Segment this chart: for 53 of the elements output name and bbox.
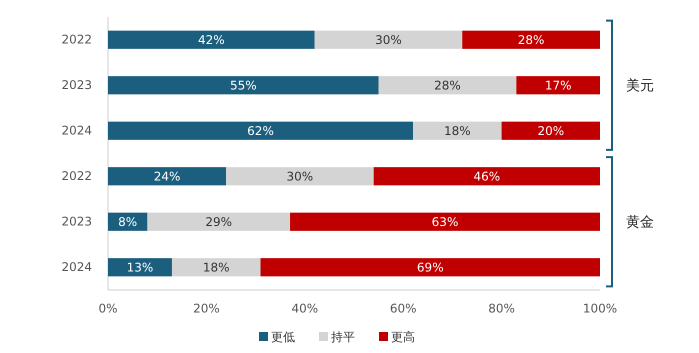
data-label: 42% <box>198 32 225 47</box>
y-tick-label: 2024 <box>61 260 92 274</box>
x-tick-label: 80% <box>488 302 515 316</box>
text: 黄金 <box>626 214 654 231</box>
x-tick-label: 20% <box>193 302 220 316</box>
data-label: 13% <box>126 260 154 274</box>
data-label: 55% <box>230 78 257 92</box>
data-label: 18% <box>444 124 471 138</box>
bar <box>516 76 600 94</box>
x-tick-label: 60% <box>390 302 417 316</box>
data-label: 69% <box>416 260 444 274</box>
bar <box>108 30 315 49</box>
bar <box>108 212 148 231</box>
data-label: 17% <box>544 78 572 92</box>
data-label: 18% <box>202 260 230 274</box>
y-tick-label: 2022 <box>61 169 92 184</box>
data-label: 28% <box>518 32 544 47</box>
data-label: 46% <box>474 169 500 184</box>
data-label: 62% <box>247 124 274 138</box>
x-tick-label: 100% <box>582 302 618 316</box>
bar <box>378 76 516 94</box>
data-label: 29% <box>205 214 232 229</box>
x-tick-label: 0% <box>98 302 118 316</box>
data-label: 30% <box>286 169 314 184</box>
bar <box>108 76 379 94</box>
x-tick-label: 40% <box>291 302 318 316</box>
data-label: 8% <box>118 214 138 229</box>
data-label: 24% <box>154 169 180 184</box>
bar <box>290 212 600 231</box>
legend-label: 更低 <box>271 330 295 344</box>
text: 美元 <box>626 78 654 94</box>
bar <box>226 167 374 186</box>
bar <box>172 258 261 276</box>
y-tick-label: 2023 <box>61 78 92 92</box>
y-tick-label: 2022 <box>61 32 92 47</box>
bar <box>502 122 600 140</box>
bar <box>314 30 462 49</box>
bar <box>413 122 502 140</box>
bar <box>462 30 600 49</box>
data-label: 20% <box>537 124 564 138</box>
bar <box>147 212 290 231</box>
y-tick-label: 2024 <box>61 124 92 138</box>
bar <box>260 258 600 276</box>
y-tick-label: 2023 <box>61 214 92 229</box>
legend-label: 持平 <box>331 330 355 344</box>
data-label: 63% <box>432 214 458 229</box>
legend-label: 更高 <box>391 330 415 344</box>
bar <box>374 167 600 186</box>
bar <box>108 167 226 186</box>
data-label: 28% <box>434 78 461 92</box>
data-label: 30% <box>375 32 402 47</box>
bar <box>108 258 172 276</box>
bar <box>108 122 414 140</box>
